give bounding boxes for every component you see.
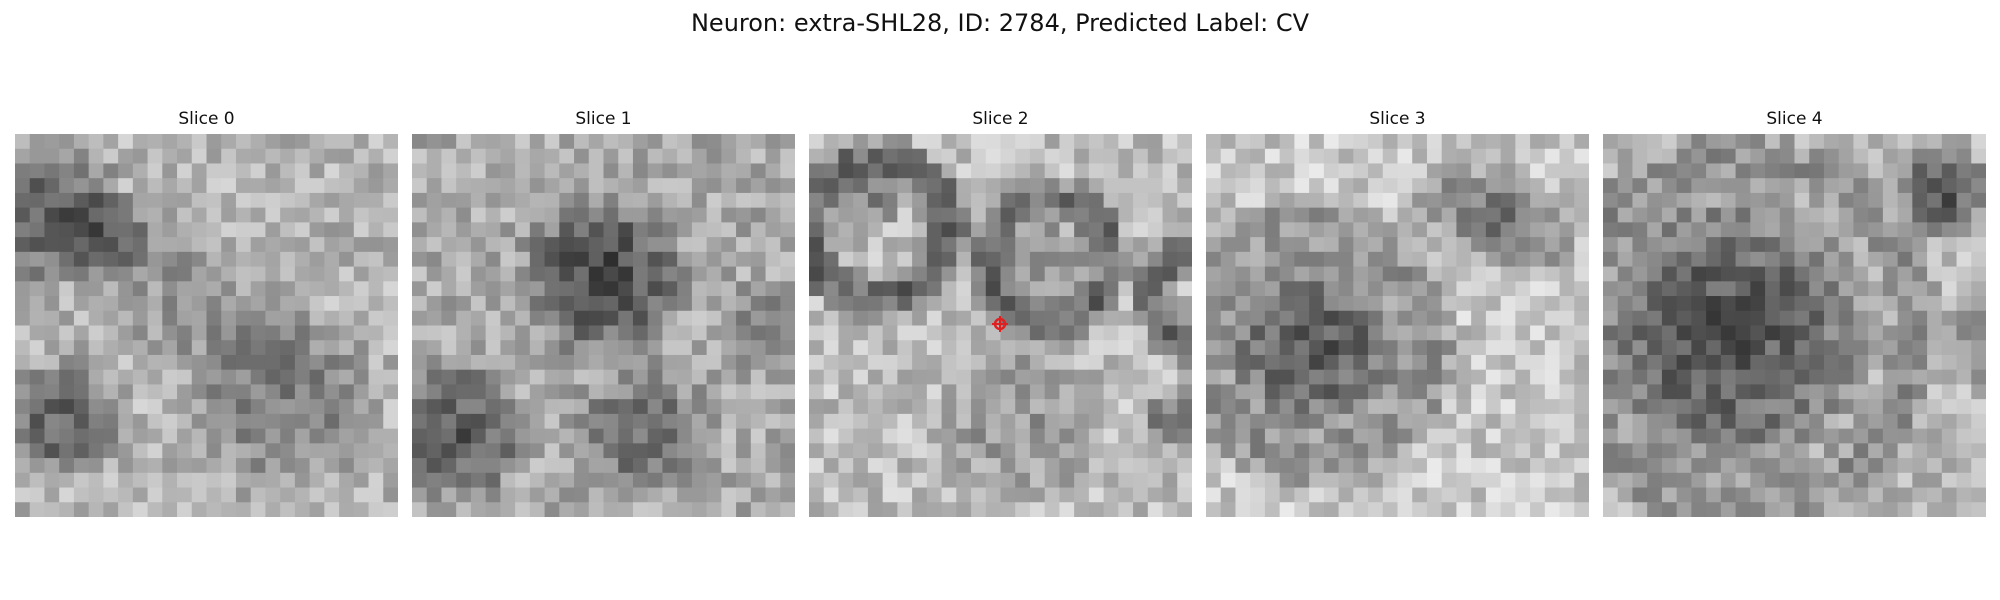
slice-image-3: [1206, 134, 1589, 517]
slice-panel-1: Slice 1: [412, 108, 795, 517]
slice-title-1: Slice 1: [575, 109, 632, 129]
slice-panel-2: Slice 2: [809, 108, 1192, 517]
crosshair-marker-icon: [992, 316, 1008, 332]
figure-title: Neuron: extra-SHL28, ID: 2784, Predicted…: [690, 9, 1310, 37]
slice-title-4: Slice 4: [1766, 109, 1823, 129]
slice-title-3: Slice 3: [1369, 109, 1426, 129]
slice-title-2: Slice 2: [972, 109, 1029, 129]
slice-panel-0: Slice 0: [15, 108, 398, 517]
slice-image-0: [15, 134, 398, 517]
slice-title-0: Slice 0: [178, 109, 235, 129]
slice-image-2: [809, 134, 1192, 517]
slice-panel-3: Slice 3: [1206, 108, 1589, 517]
slice-image-4: [1603, 134, 1986, 517]
slice-image-1: [412, 134, 795, 517]
slice-panel-4: Slice 4: [1603, 108, 1986, 517]
